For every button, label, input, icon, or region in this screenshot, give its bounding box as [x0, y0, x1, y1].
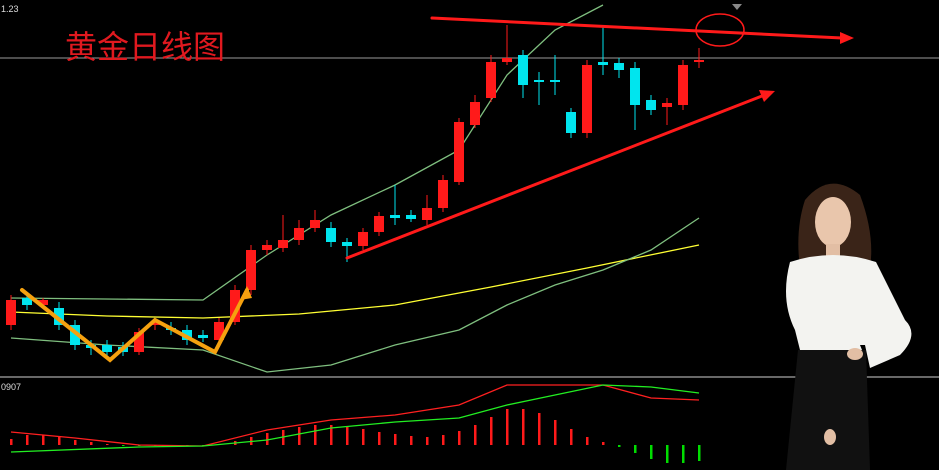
candle-body — [198, 335, 208, 338]
macd-bar — [650, 445, 653, 459]
candle-body — [502, 58, 512, 62]
marks — [6, 4, 704, 463]
macd-bar — [122, 445, 125, 446]
candle-body — [582, 65, 592, 133]
macd-bar — [90, 442, 93, 445]
macd-bar — [362, 429, 365, 445]
candle-body — [294, 228, 304, 240]
candle-body — [6, 300, 16, 325]
macd-bar — [634, 445, 637, 453]
candle-body — [566, 112, 576, 133]
macd-bar — [330, 425, 333, 445]
macd-label: 0907 — [1, 382, 21, 392]
candle-body — [310, 220, 320, 228]
candle-body — [518, 55, 528, 85]
overlay-line — [10, 217, 700, 373]
macd-bar — [346, 427, 349, 445]
macd-bar — [666, 445, 669, 463]
candle-body — [70, 325, 80, 345]
candle-body — [406, 215, 416, 219]
candle-body — [134, 332, 144, 352]
macd-bar — [474, 425, 477, 445]
candle-body — [662, 103, 672, 107]
macd-bar — [26, 435, 29, 445]
person-photo — [786, 183, 912, 470]
candle-body — [422, 208, 432, 220]
candle-body — [678, 65, 688, 105]
macd-bar — [394, 434, 397, 445]
zigzag — [20, 288, 249, 363]
macd-bar — [682, 445, 685, 463]
candle-body — [374, 216, 384, 232]
macd-bar — [42, 435, 45, 445]
candle-body — [278, 240, 288, 248]
macd-bar — [506, 409, 509, 445]
candle-body — [38, 300, 48, 305]
candle-body — [54, 308, 64, 325]
candle-body — [694, 60, 704, 62]
macd-bar — [618, 445, 621, 447]
macd-bar — [554, 420, 557, 445]
candle-body — [486, 62, 496, 98]
candle-body — [22, 298, 32, 305]
marker — [732, 4, 742, 10]
macd-bar — [74, 440, 77, 445]
candle-body — [454, 122, 464, 182]
macd-bar — [522, 409, 525, 445]
arrowhead — [240, 286, 252, 300]
macd-line — [10, 384, 700, 453]
macd-bar — [314, 425, 317, 445]
candle-body — [438, 180, 448, 208]
candle-body — [470, 102, 480, 125]
candle-body — [598, 62, 608, 65]
macd-bar — [58, 437, 61, 445]
resistance-line — [430, 16, 844, 40]
candle-body — [358, 232, 368, 246]
candle-body — [102, 345, 112, 352]
macd-bar — [106, 444, 109, 445]
macd-bar — [538, 413, 541, 445]
candle-body — [646, 100, 656, 110]
macd-bar — [378, 432, 381, 445]
macd-bar — [298, 427, 301, 445]
candle-body — [342, 242, 352, 246]
support-line — [345, 94, 764, 260]
macd-bar — [442, 435, 445, 445]
candle-body — [550, 80, 560, 82]
macd-bar — [586, 437, 589, 445]
macd-bar — [266, 433, 269, 445]
candle-body — [230, 290, 240, 322]
macd-bar — [426, 437, 429, 445]
candle-body — [214, 322, 224, 340]
arrowhead — [840, 32, 854, 44]
candle-body — [326, 228, 336, 242]
candle-body — [262, 245, 272, 250]
macd-bar — [602, 442, 605, 445]
candle-body — [150, 322, 160, 325]
macd-bar — [410, 436, 413, 445]
candle-body — [390, 215, 400, 218]
macd-bar — [10, 439, 13, 445]
price-label: 1.23 — [1, 4, 19, 14]
macd-bar — [458, 431, 461, 445]
macd-bar — [698, 445, 701, 461]
overlay-line — [10, 244, 700, 319]
highlight-circle — [695, 13, 745, 47]
candle-body — [630, 68, 640, 105]
candle-body — [534, 80, 544, 82]
macd-bar — [490, 417, 493, 445]
macd-bar — [570, 429, 573, 445]
chart-title: 黄金日线图 — [65, 28, 225, 66]
annotations — [20, 13, 854, 363]
candle-body — [614, 63, 624, 70]
arrowhead — [759, 90, 775, 102]
candle-body — [246, 250, 256, 290]
